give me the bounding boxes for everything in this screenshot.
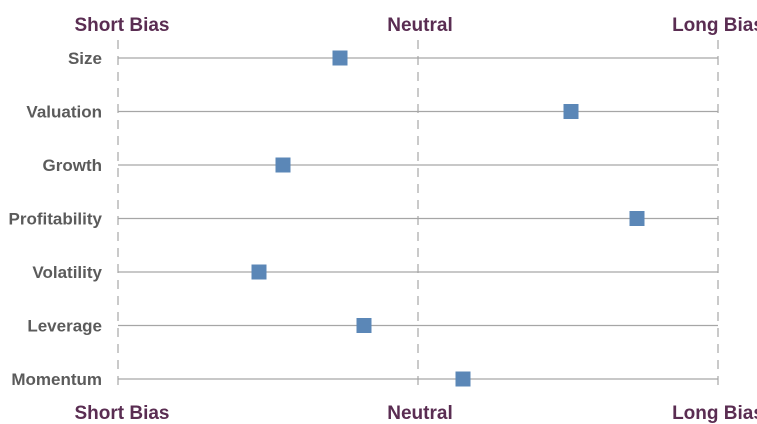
vertical-dashed-gridlines	[117, 40, 719, 392]
factor-label-profitability: Profitability	[8, 210, 102, 229]
factor-label-valuation: Valuation	[26, 103, 102, 122]
marker-valuation	[563, 104, 579, 119]
factor-label-momentum: Momentum	[11, 370, 102, 389]
bottom-short-bias-label: Short Bias	[74, 403, 169, 424]
top-short-bias-label: Short Bias	[74, 15, 169, 36]
factor-rows: Size Valuation Growth Profitability Volatili…	[8, 49, 718, 389]
marker-volatility	[251, 264, 267, 280]
marker-leverage	[356, 318, 372, 333]
factor-label-volatility: Volatility	[32, 263, 102, 282]
factor-label-growth: Growth	[43, 156, 103, 175]
top-long-bias-label: Long Bias	[672, 15, 757, 36]
marker-size	[332, 50, 348, 66]
marker-growth	[275, 157, 291, 173]
factor-label-size: Size	[68, 49, 102, 68]
marker-momentum	[455, 371, 471, 387]
marker-profitability	[629, 211, 645, 226]
top-scale-labels: Short Bias Neutral Long Bias	[74, 15, 757, 36]
factor-label-leverage: Leverage	[27, 317, 102, 336]
bottom-scale-labels: Short Bias Neutral Long Bias	[74, 403, 757, 424]
top-neutral-label: Neutral	[387, 15, 452, 36]
bottom-long-bias-label: Long Bias	[672, 403, 757, 424]
bottom-neutral-label: Neutral	[387, 403, 452, 424]
